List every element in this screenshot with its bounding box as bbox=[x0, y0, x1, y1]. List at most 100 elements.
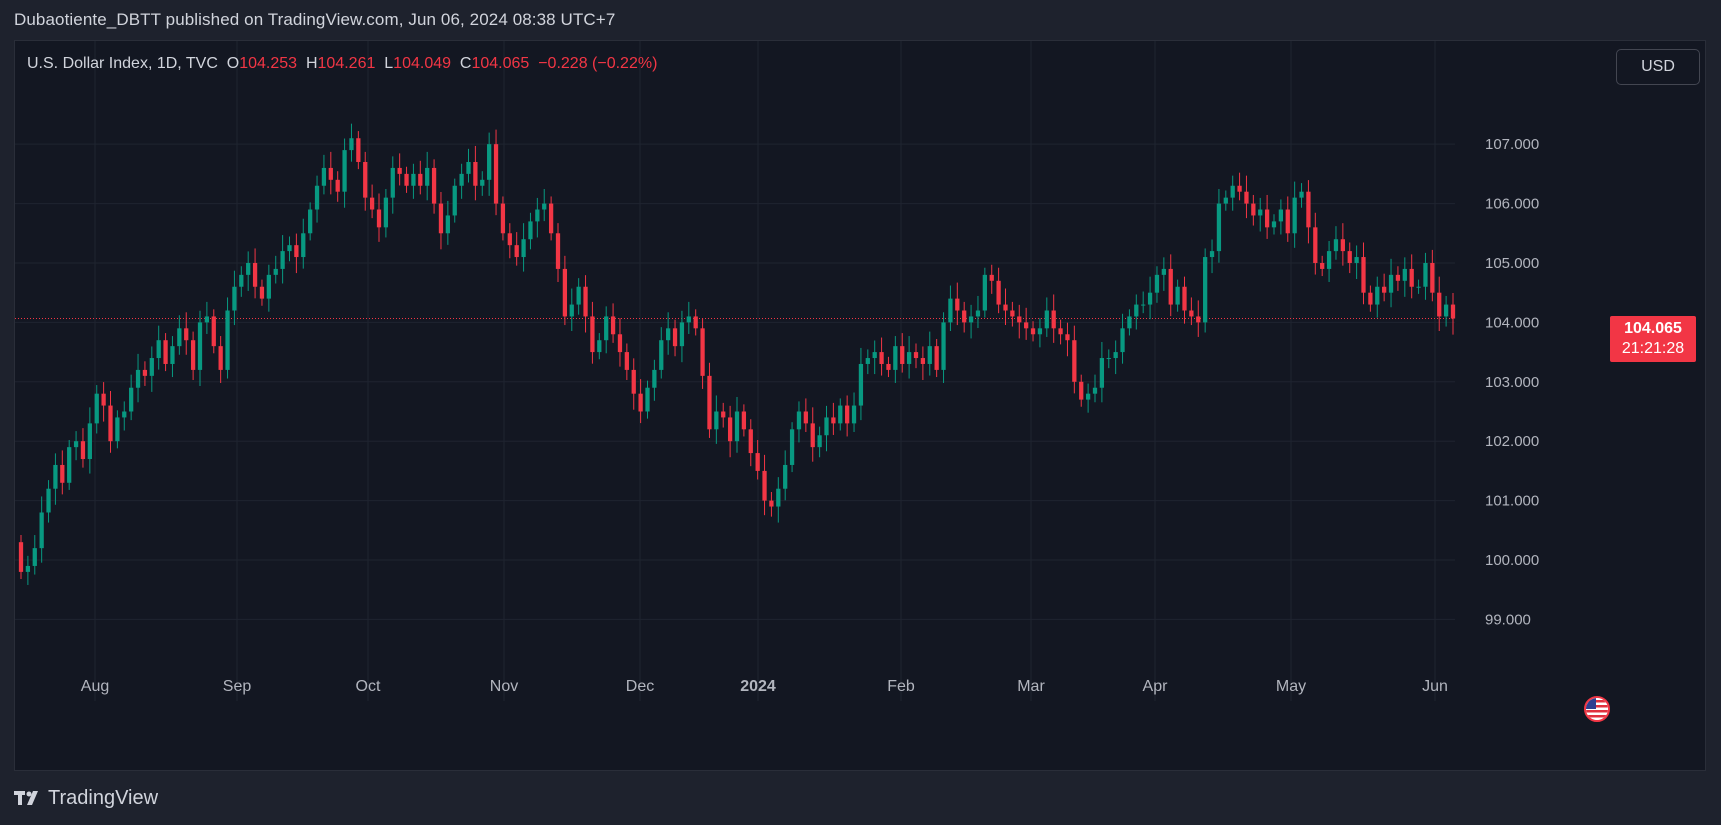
candle-body bbox=[170, 346, 175, 364]
candle-body bbox=[246, 262, 251, 275]
candle-body bbox=[1154, 274, 1160, 293]
candle-body bbox=[1347, 251, 1352, 263]
candle-body bbox=[652, 369, 657, 388]
candle-body bbox=[445, 215, 450, 234]
candle-body bbox=[831, 417, 836, 424]
x-axis-ticks: Aug Sep Oct Nov Dec 2024 Feb Mar Apr May Jun bbox=[81, 678, 1448, 695]
candle-body bbox=[452, 185, 457, 216]
candle-body bbox=[817, 435, 822, 448]
candle-body bbox=[1278, 209, 1284, 222]
candle-body bbox=[190, 340, 196, 370]
candle-body bbox=[872, 352, 877, 359]
candle-body bbox=[714, 411, 719, 430]
candle-body bbox=[1251, 203, 1256, 216]
candle-body bbox=[1037, 328, 1043, 335]
candle-body bbox=[542, 203, 547, 210]
candle-body bbox=[1003, 304, 1008, 311]
candle-body bbox=[1141, 304, 1146, 306]
y-tick-label: 102.000 bbox=[1485, 433, 1539, 450]
candle-body bbox=[328, 167, 333, 180]
candle-body bbox=[1168, 268, 1173, 305]
candle-body bbox=[1017, 316, 1022, 323]
candle-body bbox=[610, 316, 616, 335]
candle-body bbox=[18, 542, 24, 572]
candle-body bbox=[1416, 286, 1421, 288]
candle-body bbox=[968, 316, 974, 323]
x-tick-label: Nov bbox=[490, 678, 518, 695]
candle-body bbox=[1333, 239, 1339, 252]
change-value: −0.228 (−0.22%) bbox=[538, 55, 658, 72]
candle-body bbox=[211, 316, 216, 347]
x-tick-label: Feb bbox=[887, 678, 915, 695]
candle-body bbox=[232, 286, 237, 311]
candle-body bbox=[686, 316, 691, 323]
candle-body bbox=[349, 138, 354, 151]
candle-body bbox=[1395, 274, 1401, 281]
candle-body bbox=[721, 411, 726, 418]
open-value: 104.253 bbox=[239, 55, 298, 72]
candle-body bbox=[693, 316, 698, 329]
candle-body bbox=[879, 352, 884, 364]
x-tick-label: Oct bbox=[356, 678, 381, 695]
candle-body bbox=[1368, 292, 1373, 305]
candle-body bbox=[741, 411, 747, 430]
candle-body bbox=[363, 161, 368, 198]
currency-button[interactable]: USD bbox=[1616, 49, 1700, 85]
y-tick-label: 106.000 bbox=[1485, 196, 1539, 213]
candle-body bbox=[314, 185, 320, 210]
symbol-label[interactable]: U.S. Dollar Index, 1D, TVC bbox=[27, 55, 218, 72]
candle-body bbox=[548, 203, 554, 234]
candle-body bbox=[535, 209, 540, 222]
candle-body bbox=[1354, 257, 1359, 263]
candle-body bbox=[129, 387, 134, 412]
x-tick-label: Mar bbox=[1017, 678, 1045, 695]
candle-body bbox=[280, 251, 285, 269]
chart-panel[interactable]: 107.000 106.000 105.000 104.000 103.000 102.0… bbox=[14, 40, 1706, 771]
candle-body bbox=[1320, 262, 1325, 269]
candle-body bbox=[156, 340, 161, 359]
candle-body bbox=[796, 411, 802, 430]
tradingview-logo-icon bbox=[14, 790, 38, 805]
candle-body bbox=[900, 346, 905, 364]
candle-body bbox=[1079, 381, 1084, 400]
x-tick-label: Apr bbox=[1143, 678, 1169, 695]
candle-body bbox=[1313, 227, 1318, 263]
candle-body bbox=[1388, 274, 1394, 293]
y-tick-label: 107.000 bbox=[1485, 136, 1539, 153]
candle-body bbox=[576, 286, 581, 305]
candle-body bbox=[1072, 340, 1077, 382]
candle-body bbox=[273, 268, 278, 275]
candle-body bbox=[1216, 203, 1222, 252]
candle-body bbox=[163, 340, 168, 364]
candle-body bbox=[1326, 251, 1332, 269]
candle-body bbox=[1361, 257, 1366, 293]
candle-body bbox=[204, 316, 210, 323]
candle-body bbox=[356, 138, 361, 162]
candle-body bbox=[1065, 334, 1070, 341]
candle-body bbox=[225, 310, 230, 370]
candle-body bbox=[1271, 221, 1277, 228]
candle-body bbox=[1203, 257, 1208, 323]
candlestick-chart[interactable]: 107.000 106.000 105.000 104.000 103.000 102.0… bbox=[15, 41, 1706, 771]
candle-body bbox=[60, 464, 65, 483]
candle-body bbox=[73, 441, 79, 448]
candle-body bbox=[294, 245, 299, 258]
candle-body bbox=[1237, 185, 1242, 192]
candle-body bbox=[886, 363, 891, 370]
last-price-value: 104.065 bbox=[1624, 320, 1682, 337]
x-tick-label: Dec bbox=[626, 678, 654, 695]
open-label: O bbox=[226, 55, 240, 72]
candle-body bbox=[789, 429, 795, 465]
candle-body bbox=[1161, 268, 1166, 275]
us-flag-icon[interactable] bbox=[1584, 696, 1610, 722]
candle-body bbox=[1430, 262, 1435, 293]
close-label: C bbox=[459, 55, 472, 72]
candle-body bbox=[1051, 310, 1056, 329]
candle-body bbox=[555, 233, 561, 269]
candle-body bbox=[783, 464, 788, 489]
candle-body bbox=[507, 233, 512, 246]
tradingview-brand[interactable]: TradingView bbox=[14, 787, 158, 810]
candle-body bbox=[1196, 316, 1201, 323]
brand-label: TradingView bbox=[48, 787, 159, 809]
candle-body bbox=[480, 179, 485, 186]
